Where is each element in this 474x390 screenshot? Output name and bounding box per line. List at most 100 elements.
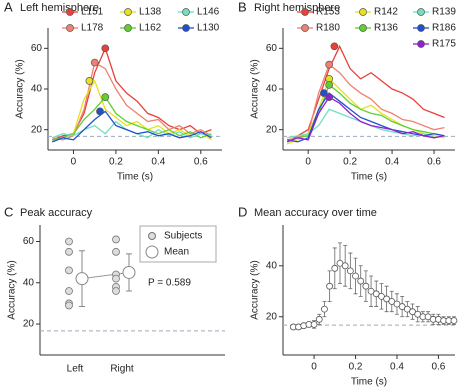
panel-title: Peak accuracy <box>20 207 93 219</box>
mean-point <box>450 317 458 324</box>
annotation: P = 0.589 <box>148 278 191 289</box>
y-tick-label: 20 <box>31 124 43 135</box>
series-line <box>52 96 212 141</box>
panel-letter: A <box>4 0 13 14</box>
mean-point <box>331 264 339 272</box>
peak-marker <box>101 93 110 101</box>
legend-marker <box>182 8 190 16</box>
x-axis-label: Time (s) <box>351 172 387 183</box>
mean-point <box>357 277 365 285</box>
peak-marker <box>101 44 110 53</box>
peak-marker <box>85 77 94 85</box>
x-tick-label: 0.6 <box>427 157 441 168</box>
y-tick-label: 20 <box>23 319 35 330</box>
subject-point <box>112 235 120 244</box>
peak-marker <box>96 107 104 116</box>
legend-marker <box>301 8 309 16</box>
y-tick-label: 20 <box>266 311 278 322</box>
y-tick-label: 20 <box>266 124 278 135</box>
legend-label: R142 <box>374 7 398 18</box>
panel-title: Mean accuracy over time <box>254 207 377 219</box>
legend-label: Mean <box>164 247 189 258</box>
panel-title: Left hemisphere <box>20 2 99 14</box>
y-tick-label: 40 <box>31 84 43 95</box>
peak-marker <box>330 42 339 51</box>
y-axis-label: Accuracy (%) <box>250 59 261 118</box>
x-tick-label: 0.6 <box>194 157 208 168</box>
legend-marker <box>359 24 367 32</box>
legend-label: R180 <box>316 23 340 34</box>
subject-point <box>65 237 73 246</box>
subject-point <box>112 247 120 256</box>
mean-line <box>81 271 130 280</box>
mean-point <box>341 262 349 270</box>
subject-point <box>65 247 73 256</box>
legend-marker <box>417 24 425 32</box>
legend-label: R153 <box>316 7 340 18</box>
x-tick-label: Left <box>67 364 84 375</box>
x-tick-label: 0.2 <box>109 157 123 168</box>
y-axis-label: Accuracy (%) <box>250 260 261 319</box>
legend-marker <box>145 245 159 259</box>
y-tick-label: 60 <box>23 236 35 247</box>
y-axis-label: Accuracy (%) <box>7 260 18 319</box>
series-line <box>52 110 212 143</box>
mean-point <box>315 315 323 323</box>
x-tick-label: 0.4 <box>390 362 404 373</box>
subject-point <box>112 274 120 283</box>
legend-marker <box>417 8 425 16</box>
y-tick-label: 40 <box>266 260 278 271</box>
peak-marker <box>90 58 99 67</box>
legend-label: L138 <box>139 7 162 18</box>
x-axis-label: Time (s) <box>351 377 387 388</box>
legend-label: L162 <box>139 23 162 34</box>
legend-label: R175 <box>432 39 456 50</box>
mean-point <box>346 267 354 275</box>
subject-point <box>112 287 120 295</box>
subject-point <box>65 287 73 295</box>
legend-label: L130 <box>197 23 220 34</box>
panel-letter: B <box>238 0 247 14</box>
legend-marker <box>66 24 74 32</box>
legend-label: Subjects <box>164 231 202 242</box>
series-line <box>286 77 445 145</box>
x-axis-label: Time (s) <box>117 172 153 183</box>
y-tick-label: 40 <box>266 84 278 95</box>
legend-marker <box>417 40 425 48</box>
subject-point <box>65 266 73 275</box>
mean-point <box>321 305 328 313</box>
x-tick-label: 0.4 <box>385 157 399 168</box>
panel-letter: D <box>238 204 247 219</box>
mean-point <box>75 272 89 286</box>
y-tick-label: 60 <box>31 43 43 54</box>
panel-letter: C <box>4 204 13 219</box>
legend-label: R186 <box>432 23 456 34</box>
mean-point <box>352 272 359 280</box>
series-line <box>287 63 445 141</box>
x-tick-label: 0.2 <box>349 362 363 373</box>
mean-point <box>310 321 318 328</box>
y-axis-label: Accuracy (%) <box>15 59 26 118</box>
series-line <box>287 92 445 143</box>
legend-marker <box>124 8 132 16</box>
x-tick-label: 0.6 <box>431 362 445 373</box>
panel-title: Right hemisphere <box>254 2 340 14</box>
legend-label: R139 <box>432 7 456 18</box>
peak-marker <box>320 89 328 97</box>
x-tick-label: 0.4 <box>151 157 165 168</box>
legend-marker <box>148 232 156 240</box>
legend-marker <box>182 24 190 32</box>
legend-label: L178 <box>81 23 104 34</box>
mean-point <box>122 265 136 279</box>
mean-point <box>326 282 334 290</box>
legend-marker <box>66 8 74 16</box>
series-line <box>286 96 445 143</box>
series-line <box>52 61 212 141</box>
x-tick-label: 0.2 <box>343 157 357 168</box>
legend-marker <box>124 24 132 32</box>
legend-marker <box>359 8 367 16</box>
x-tick-label: 0 <box>311 362 317 373</box>
legend-marker <box>301 24 309 32</box>
